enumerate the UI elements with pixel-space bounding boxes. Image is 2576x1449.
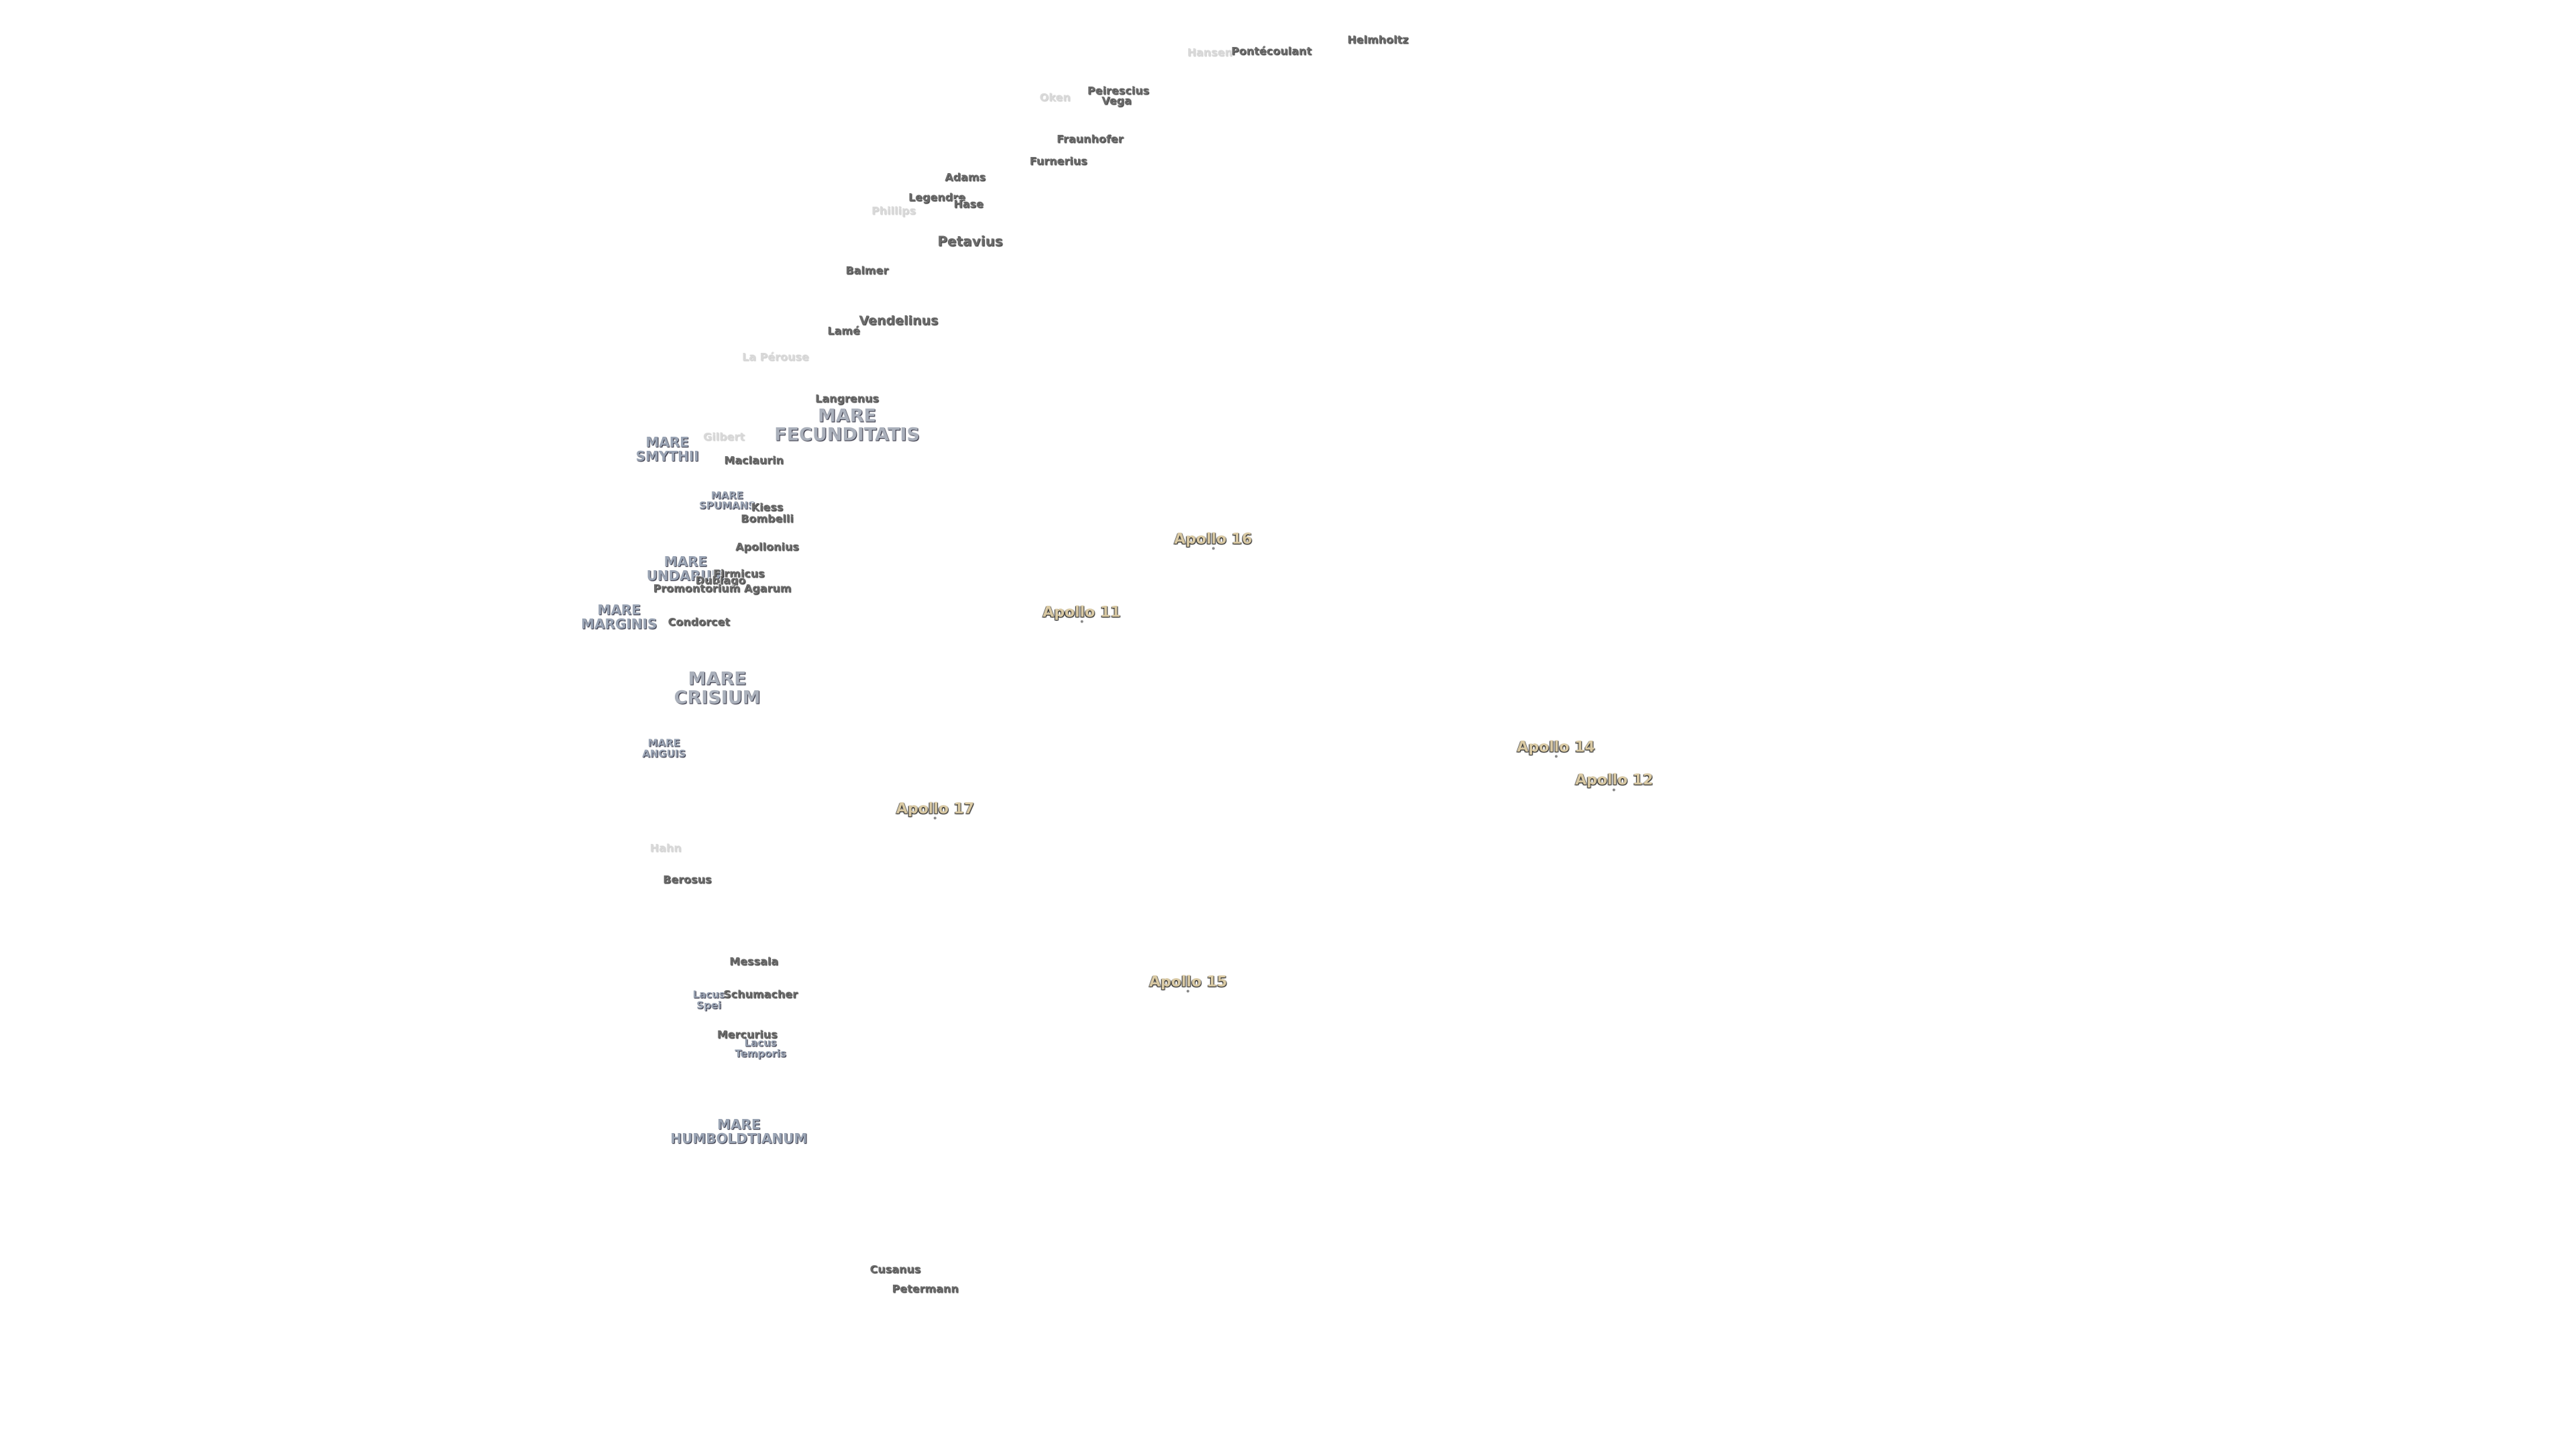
apollo-site-label: Apollo 12: [1575, 771, 1654, 792]
crater-label: Mercurius: [716, 1028, 777, 1041]
mare-label-line: MARE: [717, 1116, 761, 1132]
crater-label: Vendelinus: [859, 313, 938, 328]
crater-label: Berosus: [663, 873, 712, 886]
mare-label: MARE ANGUIS: [642, 737, 686, 760]
mare-label-line: MARE: [710, 488, 744, 501]
crater-label: Legendre: [908, 191, 966, 204]
crater-label: Oken: [1039, 91, 1071, 104]
mare-label: MARE MARGINIS: [581, 603, 657, 631]
mare-label-line: MARE: [818, 405, 877, 427]
apollo-site-label: Apollo 16: [1174, 531, 1252, 550]
crater-label: Bombelli: [741, 512, 794, 525]
mare-label-line: MARE: [663, 553, 708, 570]
mare-label: Lacus Spei: [693, 989, 725, 1011]
apollo-site-label: Apollo 15: [1148, 973, 1228, 993]
mare-label-line: Lacus: [692, 988, 725, 1001]
mare-label-line: Spei: [696, 998, 722, 1011]
crater-label: Vega: [1102, 94, 1132, 107]
crater-label: Petermann: [892, 1283, 959, 1296]
mare-label-line: MARE: [597, 602, 641, 619]
crater-label: Hase: [953, 197, 983, 211]
mare-label-line: MARE: [645, 433, 689, 450]
mare-label-line: MARE: [647, 737, 680, 749]
crater-label: Apollonius: [735, 540, 799, 553]
crater-label: Gilbert: [703, 430, 745, 443]
mare-label-line: Lacus: [744, 1036, 777, 1049]
crater-label: Helmholtz: [1347, 33, 1409, 46]
mare-label: MARE CRISIUM: [674, 668, 761, 708]
mare-label-line: FECUNDITATIS: [774, 425, 920, 446]
crater-label: Condorcet: [667, 615, 731, 629]
mare-label-line: CRISIUM: [674, 687, 761, 708]
crater-label: Kiess: [751, 500, 784, 514]
apollo-site-label: Apollo 14: [1517, 739, 1595, 758]
mare-label: MARE FECUNDITATIS: [774, 407, 920, 445]
crater-label: Balmer: [845, 264, 889, 277]
mare-label-line: SMYTHII: [635, 447, 699, 464]
mare-label: MARE SPUMANS: [699, 490, 755, 512]
mare-label-line: MARE: [688, 668, 747, 690]
crater-label: Petavius: [937, 233, 1003, 250]
crater-label: Dubiago: [695, 574, 746, 587]
mare-label: MARE UNDARUM: [647, 555, 725, 583]
crater-label: Phillips: [871, 204, 916, 217]
mare-label-line: SPUMANS: [699, 499, 755, 512]
crater-label: La Pérouse: [742, 350, 809, 364]
crater-label: Furnerius: [1029, 154, 1087, 168]
mare-label-line: HUMBOLDTIANUM: [670, 1130, 808, 1146]
crater-label: Cusanus: [869, 1263, 921, 1276]
mare-label: MARE SMYTHII: [636, 435, 699, 464]
mare-label-line: Temporis: [735, 1046, 786, 1059]
mare-label-line: ANGUIS: [642, 747, 686, 760]
crater-label: Hansen: [1187, 46, 1233, 59]
crater-label: Fraunhofer: [1057, 132, 1124, 146]
apollo-site-label: Apollo 11: [1042, 604, 1121, 623]
crater-label: Pontécoulant: [1231, 44, 1312, 58]
crater-label: Langrenus: [815, 392, 879, 405]
mare-label: MARE HUMBOLDTIANUM: [670, 1116, 808, 1146]
mare-label-line: MARGINIS: [581, 616, 657, 633]
crater-label: Schumacher: [723, 988, 798, 1002]
crater-label: Promontorium Agarum: [653, 582, 792, 595]
crater-label: Peirescius: [1087, 85, 1150, 98]
mare-label: Lacus Temporis: [735, 1036, 786, 1059]
apollo-site-label: Apollo 17: [896, 800, 975, 820]
crater-label: Maclaurin: [724, 453, 784, 467]
crater-label: Hahn: [649, 841, 682, 855]
crater-label: Messala: [729, 955, 779, 968]
crater-label: Adams: [945, 171, 986, 184]
crater-label: Lamé: [827, 324, 860, 337]
crater-label: Firmicus: [712, 567, 765, 580]
mare-label-line: UNDARUM: [646, 568, 725, 584]
